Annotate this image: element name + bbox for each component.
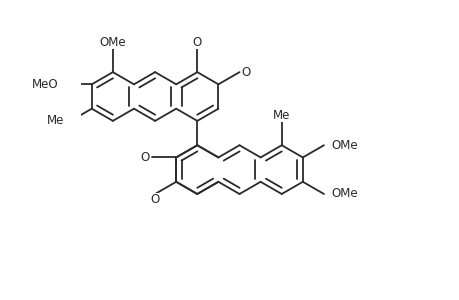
Text: MeO: MeO [32,78,58,91]
Text: Me: Me [273,109,290,122]
Text: O: O [140,151,150,164]
Text: O: O [241,66,250,79]
Text: OMe: OMe [99,36,126,49]
Text: OMe: OMe [330,139,357,152]
Text: O: O [192,36,202,49]
Text: O: O [150,193,159,206]
Text: Me: Me [47,114,65,128]
Text: OMe: OMe [330,188,357,200]
